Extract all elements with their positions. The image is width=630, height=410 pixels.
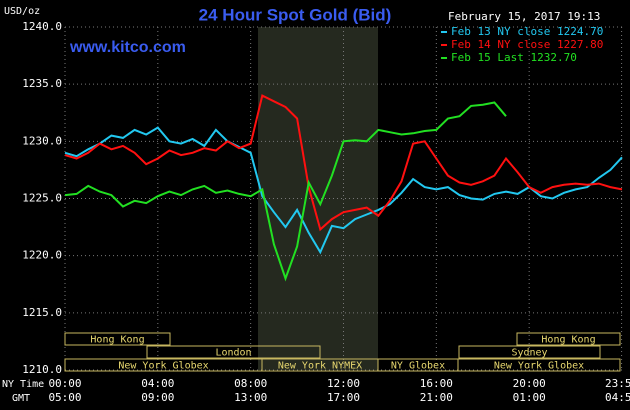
session-box (64, 332, 171, 346)
x2-row-label: GMT (12, 393, 30, 404)
x2-tick-label: 21:00 (420, 391, 453, 404)
session-label: NY Globex (391, 361, 445, 372)
legend-label: Feb 15 Last 1232.70 (451, 51, 577, 64)
x-tick-label: 12:00 (327, 377, 360, 390)
y-tick-label: 1235.0 (22, 77, 62, 90)
y-tick-label: 1225.0 (22, 192, 62, 205)
session-label: New York Globex (494, 361, 584, 372)
y-tick-label: 1220.0 (22, 249, 62, 262)
source: www.kitco.com (69, 39, 186, 56)
unit-label: USD/oz (4, 6, 40, 17)
session-box (146, 345, 321, 359)
x2-tick-label: 01:00 (513, 391, 546, 404)
session-label: Hong Kong (90, 335, 144, 346)
session-label: Sydney (511, 348, 547, 359)
y-tick-label: 1210.0 (22, 363, 62, 376)
session-label: New York Globex (118, 361, 208, 372)
session-label: London (215, 348, 251, 359)
x2-tick-label: 04:59 (605, 391, 630, 404)
y-tick-label: 1230.0 (22, 134, 62, 147)
series-line (64, 101, 507, 282)
x2-tick-label: 13:00 (234, 391, 267, 404)
x2-tick-label: 05:00 (48, 391, 81, 404)
session-box (457, 358, 621, 372)
legend-label: Feb 13 NY close 1224.70 (451, 25, 603, 38)
x-tick-label: 23:59 (605, 377, 630, 390)
legend-label: Feb 14 NY close 1227.80 (451, 38, 603, 51)
x-tick-label: 04:00 (141, 377, 174, 390)
x-row-label: NY Time (2, 379, 44, 390)
session-box (516, 332, 621, 346)
timestamp: February 15, 2017 19:13 (448, 10, 600, 23)
chart-title: 24 Hour Spot Gold (Bid) (199, 5, 392, 24)
x-tick-label: 08:00 (234, 377, 267, 390)
x2-tick-label: 17:00 (327, 391, 360, 404)
y-tick-label: 1215.0 (22, 306, 62, 319)
x-tick-label: 16:00 (420, 377, 453, 390)
series-line (64, 94, 623, 232)
y-tick-label: 1240.0 (22, 20, 62, 33)
session-box (458, 345, 601, 359)
x-tick-label: 00:00 (48, 377, 81, 390)
x2-tick-label: 09:00 (141, 391, 174, 404)
x-tick-label: 20:00 (513, 377, 546, 390)
session-label: Hong Kong (541, 335, 595, 346)
session-label: New York NYMEX (278, 361, 362, 372)
